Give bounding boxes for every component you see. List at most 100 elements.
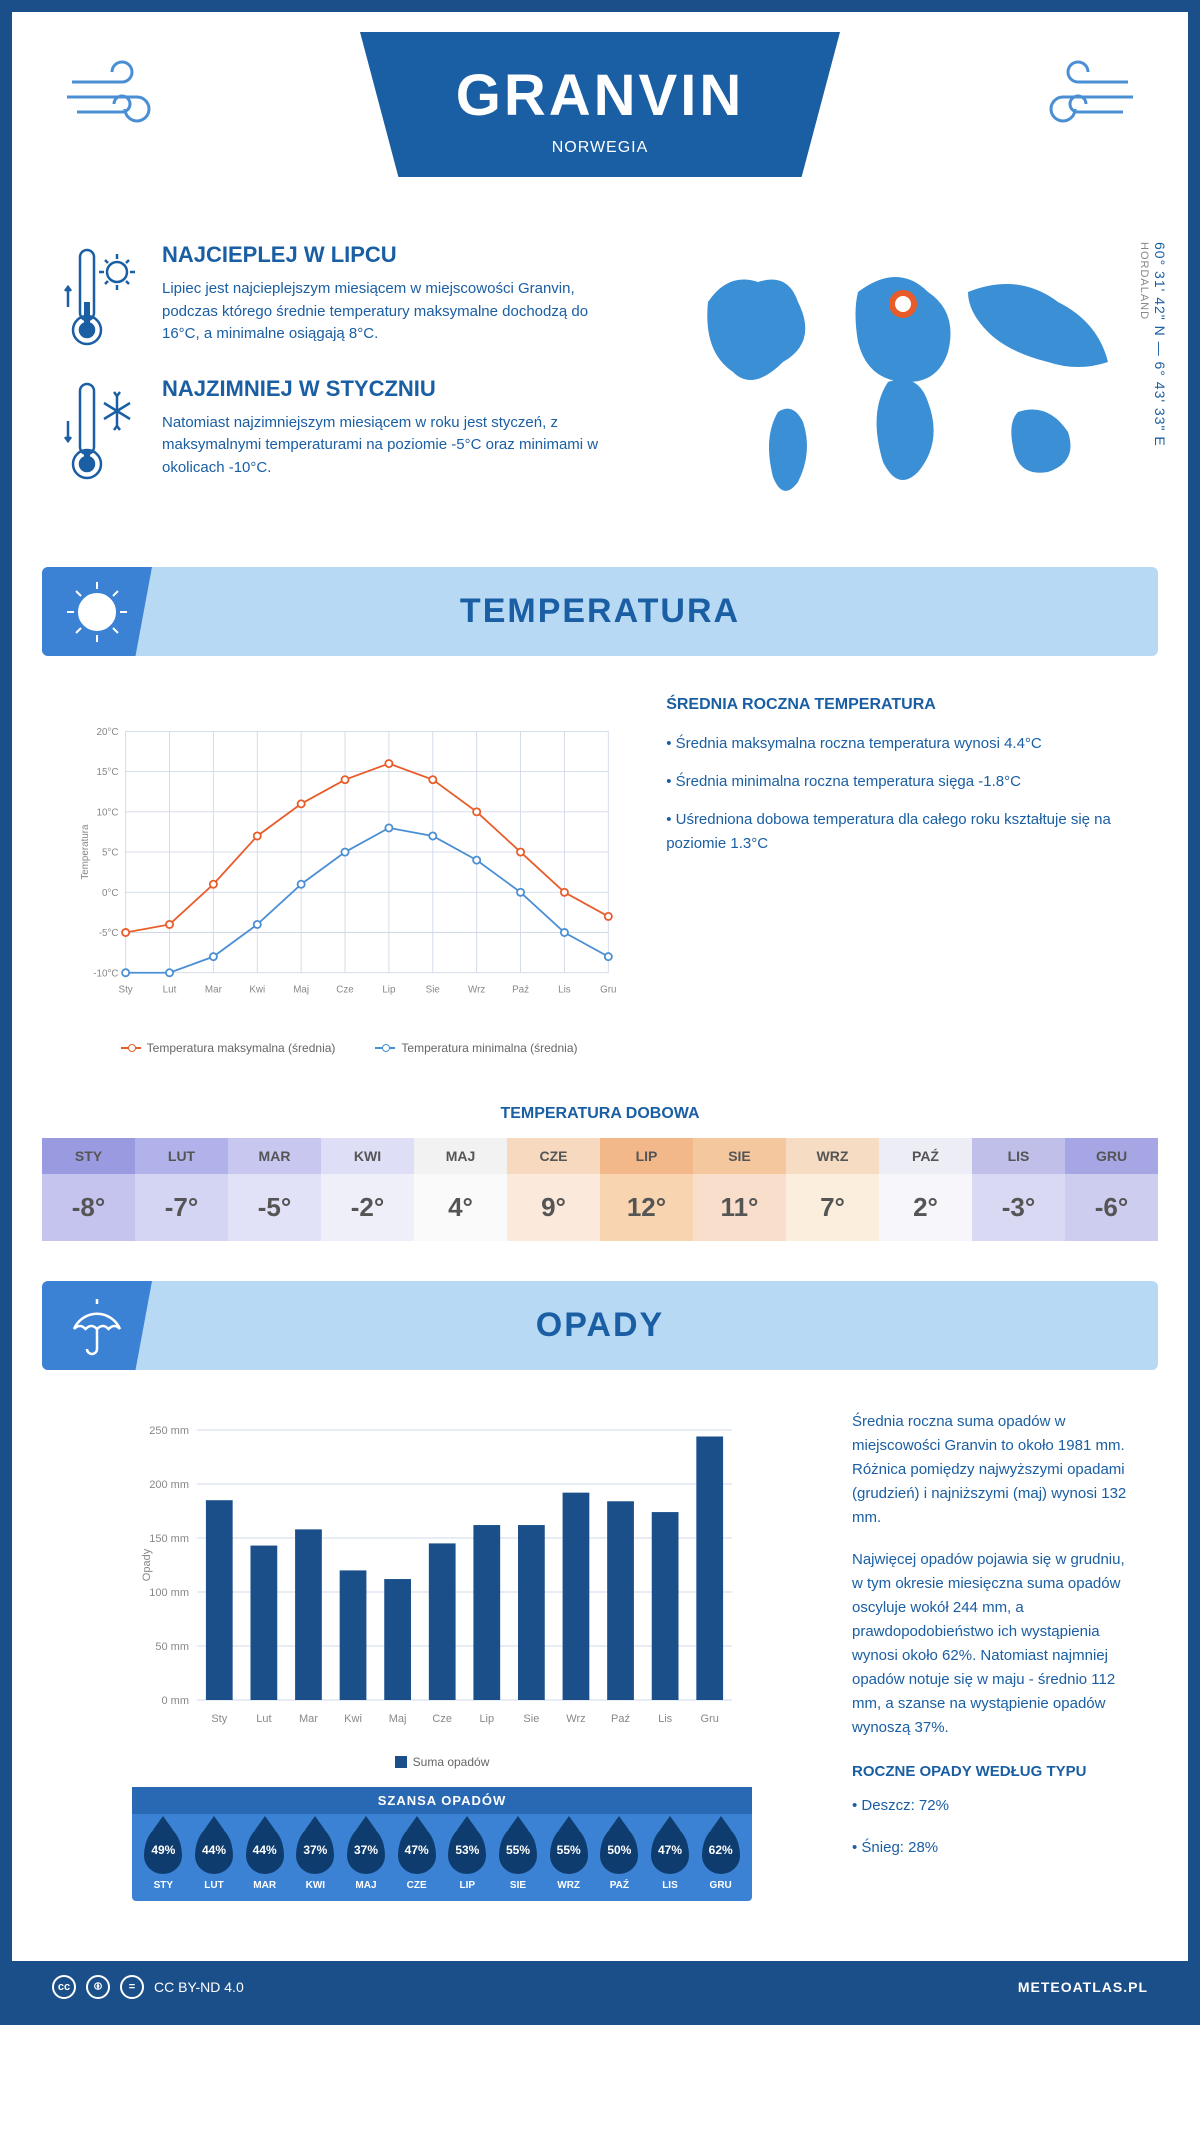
svg-text:150 mm: 150 mm	[149, 1533, 189, 1545]
daily-month: LIP	[600, 1138, 693, 1174]
daily-month: MAJ	[414, 1138, 507, 1174]
svg-text:Lis: Lis	[558, 984, 571, 995]
daily-month: STY	[42, 1138, 135, 1174]
svg-text:Gru: Gru	[701, 1713, 719, 1725]
svg-text:Kwi: Kwi	[249, 984, 265, 995]
chance-drop: 50%PAŹ	[596, 1826, 643, 1891]
svg-text:Lut: Lut	[256, 1713, 271, 1725]
daily-value: -3°	[972, 1174, 1065, 1241]
svg-text:Sty: Sty	[119, 984, 133, 995]
temperature-chart: -10°C-5°C0°C5°C10°C15°C20°CStyLutMarKwiM…	[72, 696, 626, 1055]
license-text: CC BY-ND 4.0	[154, 1979, 244, 1995]
legend-precip: Suma opadów	[395, 1755, 490, 1769]
daily-value: -6°	[1065, 1174, 1158, 1241]
legend-max: Temperatura maksymalna (średnia)	[121, 1041, 336, 1055]
svg-text:100 mm: 100 mm	[149, 1587, 189, 1599]
svg-text:-5°C: -5°C	[99, 928, 119, 939]
world-map: 60° 31' 42" N — 6° 43' 33" E HORDALAND	[658, 242, 1138, 527]
chance-drop: 62%GRU	[697, 1826, 744, 1891]
title-banner: GRANVIN NORWEGIA	[360, 32, 840, 177]
daily-value: 4°	[414, 1174, 507, 1241]
daily-value: -8°	[42, 1174, 135, 1241]
footer: cc 🅯 = CC BY-ND 4.0 METEOATLAS.PL	[12, 1961, 1188, 2013]
chance-drop: 37%KWI	[292, 1826, 339, 1891]
chance-drop: 53%LIP	[444, 1826, 491, 1891]
daily-month: WRZ	[786, 1138, 879, 1174]
precip-type-title: ROCZNE OPADY WEDŁUG TYPU	[852, 1760, 1128, 1784]
svg-text:Wrz: Wrz	[468, 984, 485, 995]
thermometer-hot-icon	[62, 242, 142, 342]
svg-text:50 mm: 50 mm	[155, 1641, 189, 1653]
temperature-info: ŚREDNIA ROCZNA TEMPERATURA • Średnia mak…	[666, 696, 1128, 1055]
svg-text:Sty: Sty	[211, 1713, 227, 1725]
daily-month: LIS	[972, 1138, 1065, 1174]
section-header-temp: TEMPERATURA	[42, 567, 1158, 656]
svg-text:Lip: Lip	[479, 1713, 494, 1725]
chance-drop: 44%MAR	[241, 1826, 288, 1891]
svg-text:200 mm: 200 mm	[149, 1479, 189, 1491]
chance-drop: 55%WRZ	[545, 1826, 592, 1891]
chance-drop: 44%LUT	[191, 1826, 238, 1891]
legend-min: Temperatura minimalna (średnia)	[375, 1041, 577, 1055]
daily-temp-title: TEMPERATURA DOBOWA	[12, 1105, 1188, 1123]
daily-value: -2°	[321, 1174, 414, 1241]
chance-band: SZANSA OPADÓW 49%STY44%LUT44%MAR37%KWI37…	[132, 1787, 752, 1901]
header: GRANVIN NORWEGIA	[12, 12, 1188, 222]
daily-value: 2°	[879, 1174, 972, 1241]
country-name: NORWEGIA	[360, 139, 840, 157]
chance-drop: 47%LIS	[647, 1826, 694, 1891]
coordinates: 60° 31' 42" N — 6° 43' 33" E HORDALAND	[1136, 242, 1168, 527]
daily-value: 9°	[507, 1174, 600, 1241]
svg-text:Paź: Paź	[611, 1713, 630, 1725]
nd-icon: =	[120, 1975, 144, 1999]
daily-month: PAŹ	[879, 1138, 972, 1174]
svg-text:Lip: Lip	[382, 984, 396, 995]
svg-text:Sie: Sie	[426, 984, 441, 995]
svg-text:Paź: Paź	[512, 984, 529, 995]
wind-icon	[1028, 52, 1138, 151]
precipitation-info: Średnia roczna suma opadów w miejscowośc…	[852, 1410, 1128, 1901]
fact-cold-text: Natomiast najzimniejszym miesiącem w rok…	[162, 412, 628, 480]
precipitation-chart: 0 mm 50 mm 100 mm 150 mm 200 mm 250 mm Sty Lut M…	[72, 1410, 812, 1901]
svg-text:-10°C: -10°C	[93, 968, 118, 979]
svg-text:5°C: 5°C	[102, 848, 119, 859]
sun-icon	[42, 567, 152, 656]
svg-text:Maj: Maj	[293, 984, 309, 995]
daily-value: -7°	[135, 1174, 228, 1241]
daily-month: MAR	[228, 1138, 321, 1174]
svg-text:Mar: Mar	[205, 984, 223, 995]
daily-value: 7°	[786, 1174, 879, 1241]
page: GRANVIN NORWEGIA NAJCIEPLEJ W LIPCU Lipi…	[0, 0, 1200, 2025]
fact-hot-text: Lipiec jest najcieplejszym miesiącem w m…	[162, 278, 628, 346]
daily-month: KWI	[321, 1138, 414, 1174]
svg-text:15°C: 15°C	[97, 767, 119, 778]
svg-text:Cze: Cze	[432, 1713, 452, 1725]
daily-value: -5°	[228, 1174, 321, 1241]
fact-cold-title: NAJZIMNIEJ W STYCZNIU	[162, 376, 628, 402]
by-icon: 🅯	[86, 1975, 110, 1999]
cc-icon: cc	[52, 1975, 76, 1999]
site-name: METEOATLAS.PL	[1018, 1979, 1148, 1995]
svg-text:Lut: Lut	[163, 984, 177, 995]
intro-section: NAJCIEPLEJ W LIPCU Lipiec jest najcieple…	[12, 222, 1188, 567]
umbrella-icon	[42, 1281, 152, 1370]
daily-month: LUT	[135, 1138, 228, 1174]
wind-icon	[62, 52, 172, 151]
svg-text:0 mm: 0 mm	[162, 1695, 190, 1707]
daily-month: CZE	[507, 1138, 600, 1174]
fact-cold: NAJZIMNIEJ W STYCZNIU Natomiast najzimni…	[62, 376, 628, 480]
daily-month: SIE	[693, 1138, 786, 1174]
svg-text:Opady: Opady	[141, 1548, 153, 1581]
chance-drop: 55%SIE	[495, 1826, 542, 1891]
svg-text:Sie: Sie	[523, 1713, 539, 1725]
svg-text:Kwi: Kwi	[344, 1713, 362, 1725]
chance-drop: 49%STY	[140, 1826, 187, 1891]
annual-temp-title: ŚREDNIA ROCZNA TEMPERATURA	[666, 696, 1128, 714]
svg-text:250 mm: 250 mm	[149, 1425, 189, 1437]
svg-text:20°C: 20°C	[97, 727, 119, 738]
svg-text:Cze: Cze	[336, 984, 354, 995]
fact-hot: NAJCIEPLEJ W LIPCU Lipiec jest najcieple…	[62, 242, 628, 346]
svg-text:Wrz: Wrz	[566, 1713, 585, 1725]
svg-text:Mar: Mar	[299, 1713, 318, 1725]
svg-text:10°C: 10°C	[97, 807, 119, 818]
